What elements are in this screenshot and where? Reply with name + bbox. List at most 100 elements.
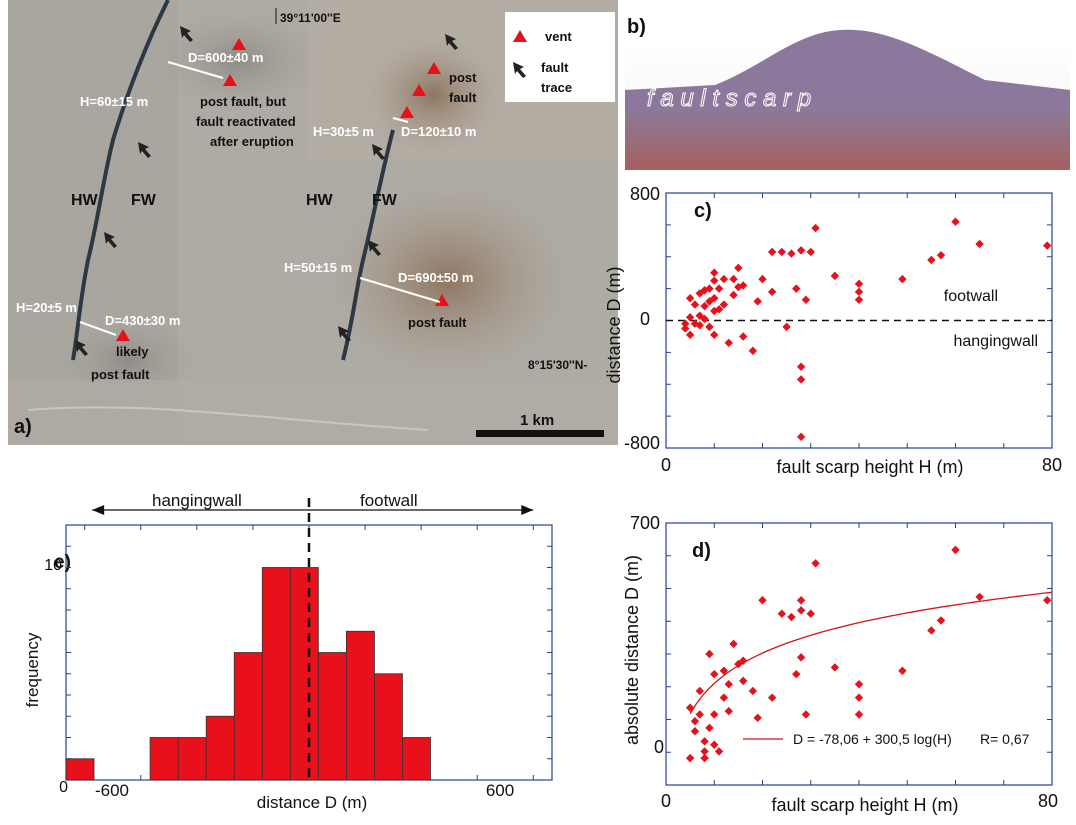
data-point: [806, 247, 815, 257]
data-point: [782, 322, 791, 332]
data-point: [777, 609, 786, 618]
y-axis-title: distance D (m): [604, 266, 624, 383]
zone-labels: HW FW HW FW: [71, 192, 398, 209]
photo-figure: b) f a u l t s c a r p: [625, 16, 1070, 170]
data-point: [724, 680, 733, 689]
map-legend: [505, 12, 615, 102]
data-point: [796, 653, 806, 662]
data-point: [681, 324, 690, 333]
data-point: [854, 287, 864, 297]
zone-label-hw-west: HW: [71, 192, 99, 209]
histogram-bar: [149, 737, 179, 781]
data-point: [705, 723, 714, 733]
scale-bar: [476, 430, 604, 437]
panel-label-a: a): [14, 416, 32, 438]
data-point: [811, 223, 820, 233]
fault-trace-arrow: [180, 26, 193, 42]
fit-legend-r: R= 0,67: [980, 731, 1030, 747]
data-point: [796, 375, 806, 384]
histogram-bar: [345, 630, 375, 781]
annot-note1-line1: post fault, but: [200, 94, 287, 109]
histogram-bars: [65, 567, 431, 781]
fault-trace-arrow: [75, 340, 88, 356]
data-point: [753, 297, 762, 306]
fault-trace-arrow: [338, 326, 351, 342]
annot-d3: D=690±50 m: [398, 270, 473, 285]
y-tick-label: 10: [44, 557, 62, 574]
vent-marker: [232, 38, 246, 50]
fit-curve: [689, 591, 1053, 715]
side-coordinate: 8°15'30''N-: [528, 358, 587, 372]
data-point: [729, 290, 738, 300]
axis-ticks: [666, 523, 1052, 785]
photo-panel: b) f a u l t s c a r p: [625, 5, 1070, 170]
x-tick-label: -600: [95, 781, 129, 800]
vent-marker: [400, 106, 414, 118]
annot-h4: H=20±5 m: [16, 300, 77, 315]
vents: [116, 38, 449, 341]
data-point: [936, 616, 946, 625]
data-point: [734, 263, 743, 273]
x-tick-label: 80: [1042, 455, 1062, 475]
data-point: [796, 606, 806, 615]
data-points: [681, 217, 1052, 442]
data-point: [951, 545, 960, 555]
data-point: [710, 669, 719, 679]
histogram-bar: [233, 652, 263, 781]
arrow-label-footwall: footwall: [360, 491, 418, 510]
data-point: [792, 284, 801, 293]
data-point: [1042, 596, 1052, 605]
histogram-bar: [402, 737, 431, 781]
histogram-bar: [205, 715, 235, 781]
annot-h2: H=30±5 m: [313, 124, 374, 139]
arrow-label-hangingwall: hangingwall: [152, 491, 242, 510]
data-point: [811, 559, 820, 568]
x-tick-label: 80: [1038, 791, 1058, 811]
histogram-bar: [317, 652, 347, 781]
annot-d1: D=600±40 m: [188, 50, 263, 65]
x-axis-title: distance D (m): [257, 793, 368, 812]
chart-d: 700 0 0 80 fault scarp height H (m) abso…: [600, 505, 1076, 820]
data-point: [854, 680, 864, 689]
footwall-arrow-head: [521, 505, 534, 515]
data-point: [690, 300, 700, 309]
panel-label-c: c): [694, 200, 712, 222]
x-axis-title: fault scarp height H (m): [771, 795, 958, 815]
data-point: [739, 332, 748, 341]
data-point: [854, 295, 864, 304]
data-point: [801, 710, 811, 719]
data-point: [685, 293, 695, 303]
y-tick-label: -800: [624, 433, 660, 453]
data-point: [758, 596, 767, 605]
vent-marker: [412, 84, 426, 96]
annot-d2: D=120±10 m: [401, 124, 476, 139]
histogram-bar: [65, 758, 95, 781]
vent-marker: [427, 62, 441, 74]
data-point: [854, 279, 864, 289]
fault-trace-arrows: [75, 26, 458, 356]
data-point: [695, 710, 704, 719]
legend-fault: fault: [541, 60, 569, 75]
data-point: [767, 247, 777, 257]
data-point: [796, 432, 806, 442]
data-point: [927, 626, 936, 635]
data-point: [830, 271, 840, 281]
y-axis-title: frequency: [23, 632, 42, 707]
y-tick-label: 0: [654, 737, 664, 757]
data-point: [796, 596, 806, 605]
distance-arrow: [392, 117, 409, 123]
map-annotations: D=600±40 m H=60±15 m post fault, but fau…: [16, 50, 477, 382]
data-point: [767, 287, 777, 297]
data-points: [685, 545, 1052, 763]
data-point: [690, 727, 700, 736]
data-point: [690, 716, 700, 726]
data-point: [719, 274, 729, 284]
data-point: [854, 710, 864, 719]
x-tick-label: 600: [486, 781, 514, 800]
vent-marker: [116, 329, 130, 341]
fault-line-east: [341, 129, 395, 361]
data-point: [975, 239, 984, 249]
data-point: [748, 346, 758, 355]
scatter-chart-c: 800 0 -800 0 80 fault scarp height H (m)…: [604, 184, 1062, 477]
footwall-label: footwall: [944, 288, 998, 305]
